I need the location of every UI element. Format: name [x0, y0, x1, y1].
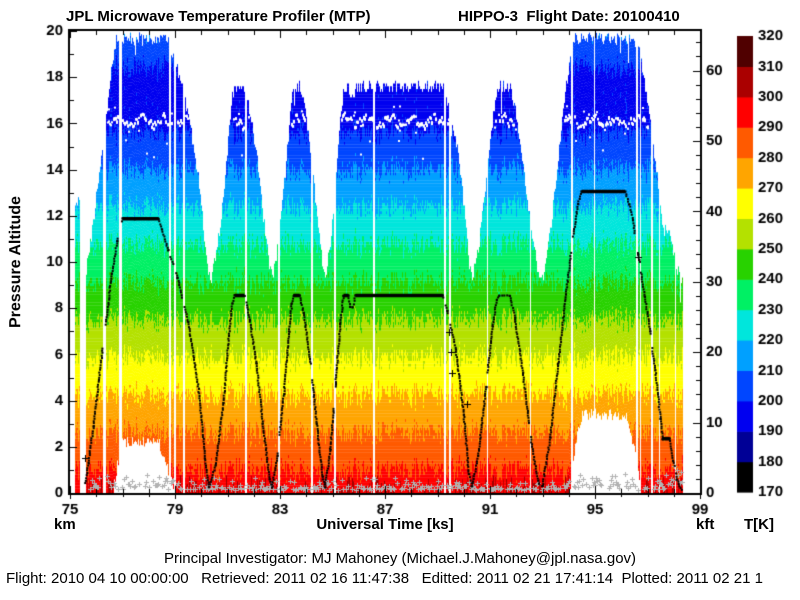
y-axis-label: Pressure Altitude	[7, 196, 25, 328]
flight-timestamps-line: Flight: 2010 04 10 00:00:00 Retrieved: 2…	[6, 571, 763, 587]
left-axis-unit: km	[54, 516, 76, 533]
flight-date-title: HIPPO-3 Flight Date: 20100410	[458, 8, 680, 25]
page-title: JPL Microwave Temperature Profiler (MTP)	[66, 8, 371, 25]
colorbar-unit: T[K]	[744, 516, 774, 533]
x-axis-label: Universal Time [ks]	[316, 516, 454, 533]
right-axis-unit: kft	[696, 516, 715, 533]
principal-investigator-line: Principal Investigator: MJ Mahoney (Mich…	[163, 550, 637, 567]
